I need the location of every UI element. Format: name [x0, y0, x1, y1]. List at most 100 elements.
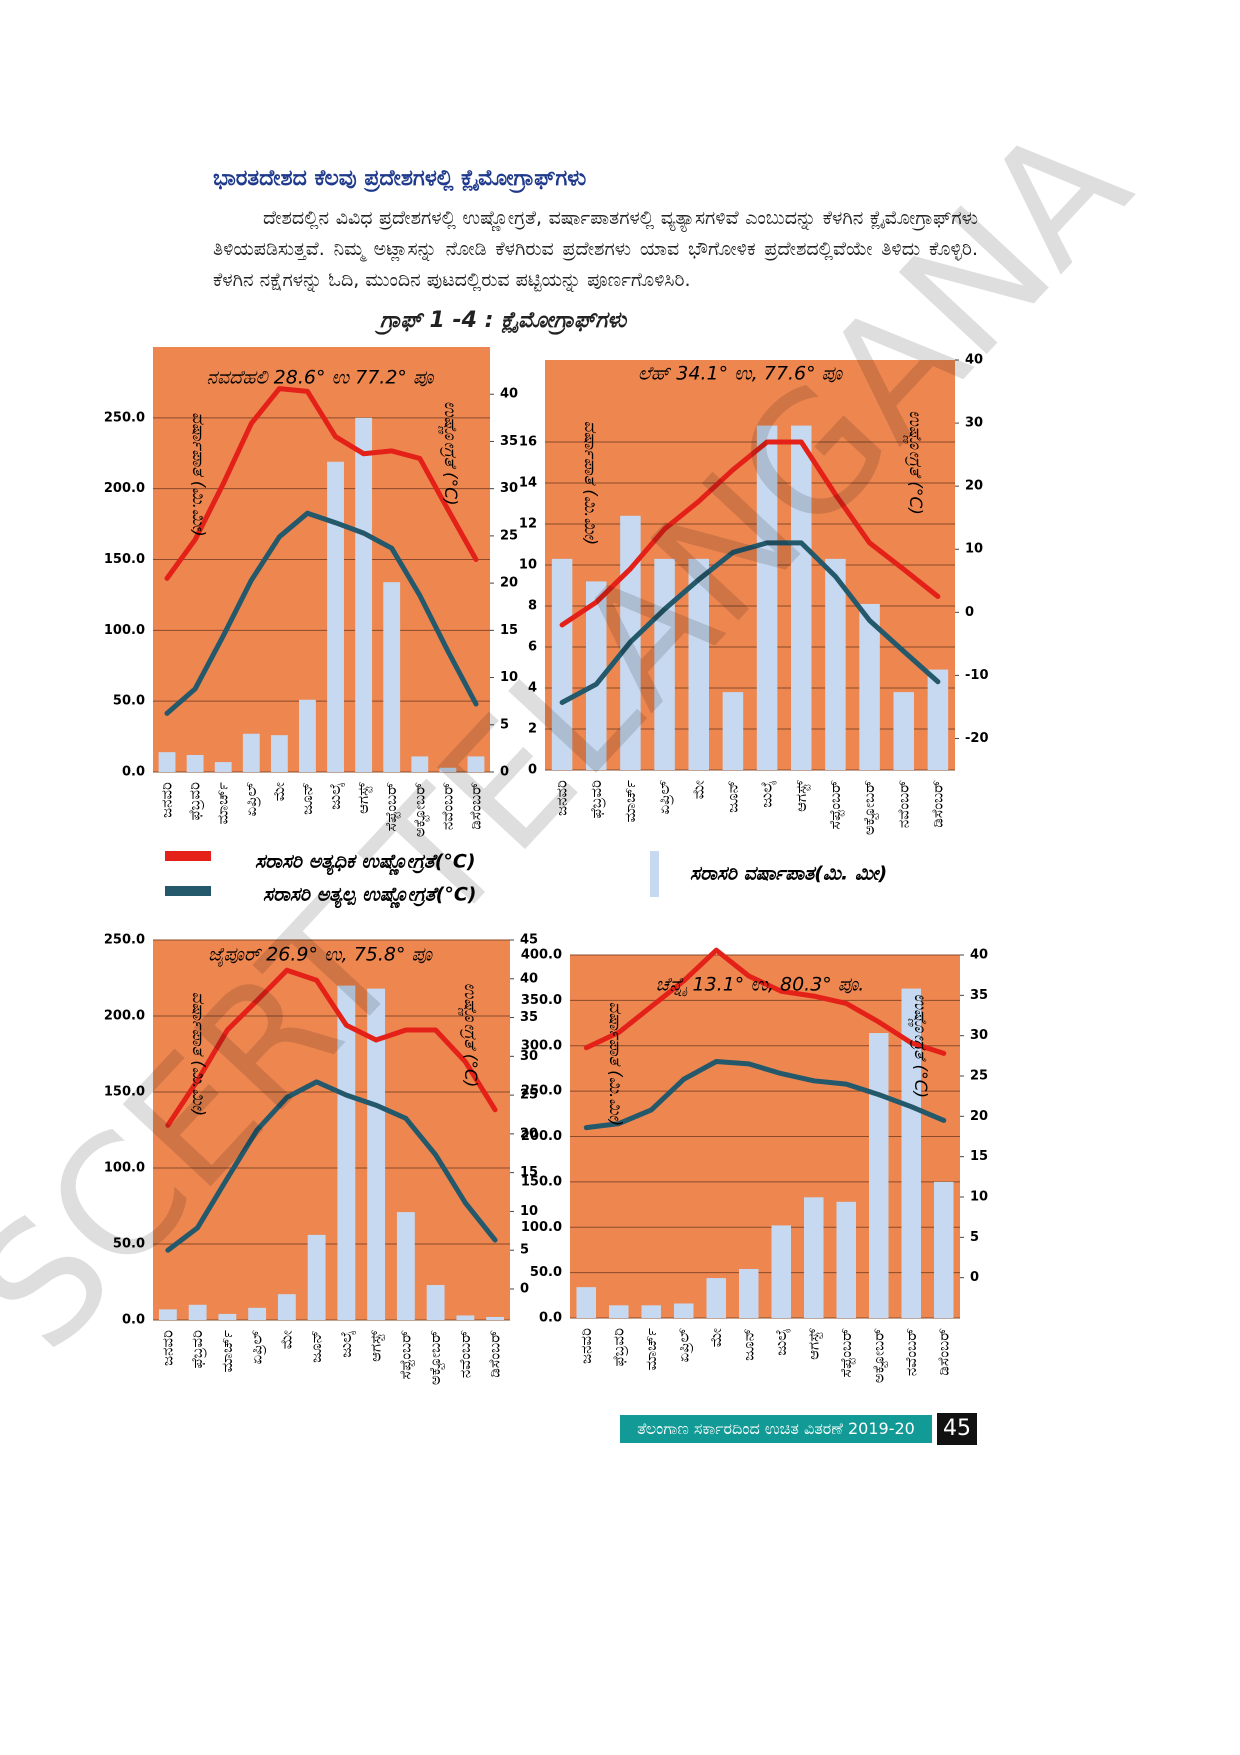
y2-tick-label: 30	[500, 481, 518, 496]
y2-tick-label: 0	[970, 1270, 979, 1285]
y2-tick-label: 30	[520, 1049, 538, 1064]
y2-tick-label: 35	[500, 434, 518, 449]
x-tick-label: ಏಪ್ರಿಲ್	[655, 780, 673, 815]
y2-axis-label: ಉಷ್ಣೋಗ್ರತೆ (°C)	[902, 410, 925, 515]
rain-bar	[218, 1313, 237, 1320]
heading: ಭಾರತದೇಶದ ಕೆಲವು ಪ್ರದೇಶಗಳಲ್ಲಿ ಕ್ಲೈಮೋಗ್ರಾಫ್…	[213, 166, 587, 191]
climograph: 0 2 4 6 8 10 12 14 16 -20 -10 0 10 20 30 40 ಜನವರಿ ಫೆಬ್ರವರ…	[519, 353, 989, 836]
rain-bar	[722, 692, 744, 770]
y2-tick-label: 40	[970, 948, 988, 963]
paragraph: ದೇಶದಲ್ಲಿನ ವಿವಿಧ ಪ್ರದೇಶಗಳಲ್ಲಿ ಉಷ್ಣೋಗ್ರತೆ,…	[213, 207, 978, 291]
rain-bar	[927, 669, 949, 770]
chart-title: ಲೆಹ್ 34.1° ಉ, 77.6° ಪೂ	[638, 363, 843, 385]
page-number: 45	[937, 1413, 977, 1445]
y2-tick-label: 35	[970, 988, 988, 1003]
y-tick-label: 16	[519, 435, 537, 450]
y-tick-label: 200.0	[521, 1129, 562, 1144]
chart-title: ಚೆನ್ನೈ 13.1° ಉ, 80.3° ಪೂ.	[656, 974, 865, 997]
y-tick-label: 50.0	[113, 694, 145, 709]
rain-bar	[586, 581, 607, 770]
y2-tick-label: 30	[970, 1028, 988, 1043]
y2-tick-label: 20	[970, 1109, 988, 1124]
y2-tick-label: 10	[965, 542, 983, 557]
x-tick-label: ಮೇ	[689, 779, 707, 799]
rain-bar	[337, 985, 356, 1320]
y-tick-label: 0.0	[122, 765, 145, 780]
y2-tick-label: 20	[520, 1126, 538, 1141]
x-tick-label: ಆಗಸ್ಟ್	[792, 780, 810, 812]
rain-bar	[934, 1181, 954, 1318]
y2-tick-label: 0	[520, 1281, 529, 1296]
y-tick-label: 100.0	[104, 623, 145, 638]
x-tick-label: ಜನವರಿ	[577, 1328, 595, 1364]
x-tick-label: ಮಾರ್ಚ್	[621, 780, 639, 823]
y-tick-label: 100.0	[104, 1161, 145, 1176]
y2-tick-label: 0	[965, 605, 974, 620]
x-tick-label: ಮಾರ್ಚ್	[214, 782, 232, 825]
x-tick-label: ಅಕ್ಟೋಬರ್	[869, 1328, 887, 1383]
climograph: 0.0 50.0 100.0 150.0 200.0 250.0 0 5 10 15 20 25 30 3…	[104, 347, 518, 837]
rain-bar	[299, 699, 316, 772]
rain-bar	[188, 1304, 207, 1320]
rain-bar	[307, 1234, 326, 1320]
y-tick-label: 10	[519, 558, 537, 573]
y2-tick-label: 0	[500, 765, 509, 780]
y-tick-label: 50.0	[530, 1265, 562, 1280]
x-tick-label: ಮೇ	[707, 1327, 725, 1347]
rain-bar	[869, 1033, 889, 1318]
rain-bar	[771, 1225, 791, 1318]
y-tick-label: 0.0	[122, 1313, 145, 1328]
y-axis-label: ವರ್ಷಾಪಾತ (ಮಿ.ಮೀ)	[580, 421, 600, 546]
y2-tick-label: 5	[520, 1243, 529, 1258]
y-tick-label: 300.0	[521, 1038, 562, 1053]
x-tick-label: ಜುಲೈ	[772, 1328, 791, 1356]
x-tick-label: ನವೆಂಬರ್	[902, 1328, 920, 1376]
rain-bar	[901, 988, 921, 1318]
y2-tick-label: -10	[965, 668, 989, 683]
rain-bar	[739, 1268, 759, 1318]
rain-bar	[791, 425, 812, 770]
x-tick-label: ಮಾರ್ಚ್	[642, 1328, 660, 1371]
rain-bar	[706, 1278, 726, 1318]
rain-bar	[277, 1294, 296, 1320]
y-tick-label: 200.0	[104, 1009, 145, 1024]
y-tick-label: 150.0	[104, 1085, 145, 1100]
x-tick-label: ಸೆಪ್ಟೆಂಬರ್	[382, 782, 400, 831]
y2-tick-label: 40	[500, 387, 518, 402]
x-tick-label: ಆಗಸ್ಟ್	[367, 1330, 385, 1362]
rain-bar	[426, 1285, 445, 1320]
y-tick-label: 250.0	[521, 1084, 562, 1099]
y-axis-label: ವರ್ಷಾಪಾತ (ಮಿ.ಮೀ)	[188, 412, 208, 537]
rain-bar	[825, 558, 846, 770]
y2-tick-label: 15	[520, 1165, 538, 1180]
y2-tick-label: 5	[500, 717, 509, 732]
rain-bar	[551, 558, 573, 770]
climograph: 0.0 50.0 100.0 150.0 200.0 250.0 0 5 10 15 20 25 30 3…	[104, 933, 538, 1386]
x-tick-label: ಸೆಪ್ಟೆಂಬರ್	[837, 1328, 855, 1377]
x-tick-label: ಮಾರ್ಚ್	[218, 1330, 236, 1373]
y-tick-label: 14	[519, 476, 537, 491]
rain-bar	[576, 1287, 596, 1318]
y-tick-label: 200.0	[104, 481, 145, 496]
x-tick-label: ಮೇ	[277, 1329, 295, 1349]
chart-title: ಜೈಪೂರ್ 26.9° ಉ, 75.8° ಪೂ	[208, 944, 433, 968]
temperature-line	[165, 967, 498, 1128]
rain-bar	[439, 767, 457, 772]
y2-tick-label: 30	[965, 416, 983, 431]
y2-tick-label: 10	[520, 1204, 538, 1219]
legend-swatch	[650, 851, 659, 897]
rain-bar	[270, 735, 288, 772]
legend-label: ಸರಾಸರಿ ಅತ್ಯಧಿಕ ಉಷ್ಣೋಗ್ರತೆ(°C)	[255, 851, 476, 877]
graph-caption: ಗ್ರಾಫ್ 1 -4 : ಕ್ಲೈಮೋಗ್ರಾಫ್‌ಗಳು	[380, 308, 627, 333]
y2-tick-label: -20	[965, 731, 989, 746]
legend-swatch	[165, 851, 211, 861]
rain-bar	[158, 752, 176, 772]
rain-bar	[248, 1307, 267, 1320]
x-tick-label: ಫೆಬ್ರವರಿ	[188, 1330, 206, 1369]
x-tick-label: ಡಿಸೆಂಬರ್	[928, 780, 946, 828]
temperature-line	[559, 540, 941, 705]
temperature-line	[583, 1059, 947, 1131]
x-tick-label: ಏಪ್ರಿಲ್	[674, 1328, 692, 1363]
temperature-line	[164, 386, 479, 581]
